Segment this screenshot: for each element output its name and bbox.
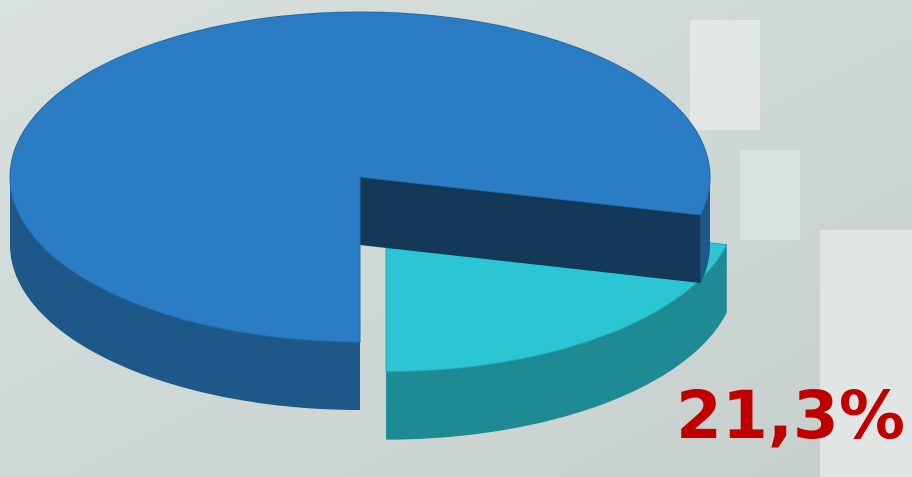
background-building (740, 150, 800, 240)
slice-side (386, 244, 727, 440)
slice (9, 11, 711, 343)
value-label: 21,3% (676, 377, 905, 454)
slice-side (700, 177, 710, 284)
pie (9, 11, 728, 440)
slice-face (360, 177, 701, 284)
slice-side (10, 177, 360, 410)
background-building (690, 20, 760, 130)
background-building (820, 230, 912, 477)
